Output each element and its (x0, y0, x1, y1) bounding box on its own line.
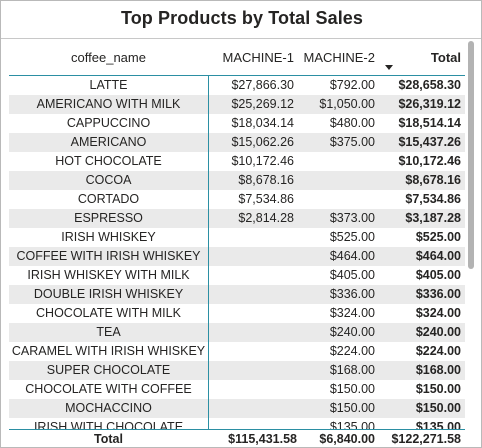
table-header: coffee_name MACHINE-1 MACHINE-2 Total (9, 39, 465, 75)
cell-total: $150.00 (415, 382, 461, 396)
cell-coffee-name: CHOCOLATE WITH COFFEE (25, 382, 192, 396)
cell-total: $240.00 (415, 325, 461, 339)
cell-coffee-name: CARAMEL WITH IRISH WHISKEY (11, 344, 206, 358)
visual-title: Top Products by Total Sales (120, 8, 364, 28)
title-divider (1, 38, 481, 39)
vertical-scrollbar[interactable] (467, 41, 475, 446)
cell-total: $168.00 (415, 363, 461, 377)
totals-row: Total $115,431.58 $6,840.00 $122,271.58 (9, 429, 465, 447)
cell-machine-2: $480.00 (329, 116, 375, 130)
cell-coffee-name: SUPER CHOCOLATE (46, 363, 171, 377)
cell-total: $3,187.28 (405, 211, 461, 225)
cell-total: $26,319.12 (398, 97, 461, 111)
cell-machine-1: $18,034.14 (231, 116, 294, 130)
cell-machine-2: $405.00 (329, 268, 375, 282)
scrollbar-thumb[interactable] (468, 41, 474, 269)
column-header-machine-2[interactable]: MACHINE-2 (303, 50, 375, 65)
cell-total: $525.00 (415, 230, 461, 244)
cell-coffee-name: CORTADO (77, 192, 140, 206)
table-row[interactable]: IRISH WHISKEY WITH MILK $405.00 $405.00 (9, 266, 465, 285)
cell-machine-1: $8,678.16 (238, 173, 294, 187)
cell-coffee-name: AMERICANO WITH MILK (36, 97, 181, 111)
cell-total: $336.00 (415, 287, 461, 301)
cell-machine-2: $168.00 (329, 363, 375, 377)
cell-machine-2: $324.00 (329, 306, 375, 320)
table-row[interactable]: CORTADO $7,534.86 $7,534.86 (9, 190, 465, 209)
cell-machine-2: $224.00 (329, 344, 375, 358)
cell-coffee-name: AMERICANO (70, 135, 147, 149)
cell-machine-1: $15,062.26 (231, 135, 294, 149)
cell-coffee-name: ESPRESSO (74, 211, 143, 225)
cell-machine-2: $792.00 (329, 78, 375, 92)
totals-label: Total (94, 432, 123, 446)
totals-machine-2: $6,840.00 (319, 432, 375, 446)
cell-machine-2: $336.00 (329, 287, 375, 301)
cell-total: $150.00 (415, 401, 461, 415)
cell-coffee-name: DOUBLE IRISH WHISKEY (33, 287, 184, 301)
table-row[interactable]: HOT CHOCOLATE $10,172.46 $10,172.46 (9, 152, 465, 171)
table-row[interactable]: DOUBLE IRISH WHISKEY $336.00 $336.00 (9, 285, 465, 304)
table-row[interactable]: AMERICANO $15,062.26 $375.00 $15,437.26 (9, 133, 465, 152)
cell-machine-2: $375.00 (329, 135, 375, 149)
table-row[interactable]: CHOCOLATE WITH COFFEE $150.00 $150.00 (9, 380, 465, 399)
cell-total: $405.00 (415, 268, 461, 282)
cell-total: $10,172.46 (398, 154, 461, 168)
table-row[interactable]: ESPRESSO $2,814.28 $373.00 $3,187.28 (9, 209, 465, 228)
cell-total: $464.00 (415, 249, 461, 263)
cell-total: $28,658.30 (398, 78, 461, 92)
sales-table: coffee_name MACHINE-1 MACHINE-2 Total LA… (9, 39, 465, 447)
table-row[interactable]: COFFEE WITH IRISH WHISKEY $464.00 $464.00 (9, 247, 465, 266)
cell-total: $324.00 (415, 306, 461, 320)
table-row[interactable]: MOCHACCINO $150.00 $150.00 (9, 399, 465, 418)
cell-coffee-name: COCOA (85, 173, 132, 187)
sort-descending-icon[interactable] (385, 65, 393, 70)
cell-coffee-name: CAPPUCCINO (66, 116, 151, 130)
cell-total: $7,534.86 (405, 192, 461, 206)
cell-machine-2: $464.00 (329, 249, 375, 263)
cell-coffee-name: IRISH WHISKEY WITH MILK (27, 268, 190, 282)
cell-machine-1: $2,814.28 (238, 211, 294, 225)
cell-coffee-name: COFFEE WITH IRISH WHISKEY (16, 249, 201, 263)
column-header-machine-1[interactable]: MACHINE-1 (222, 50, 294, 65)
cell-total: $15,437.26 (398, 135, 461, 149)
cell-total: $224.00 (415, 344, 461, 358)
cell-machine-2: $240.00 (329, 325, 375, 339)
cell-machine-2: $373.00 (329, 211, 375, 225)
table-body: LATTE $27,866.30 $792.00 $28,658.30 AMERICAN… (9, 76, 465, 437)
table-row[interactable]: LATTE $27,866.30 $792.00 $28,658.30 (9, 76, 465, 95)
column-header-total[interactable]: Total (430, 50, 461, 65)
cell-coffee-name: CHOCOLATE WITH MILK (36, 306, 181, 320)
table-row[interactable]: CARAMEL WITH IRISH WHISKEY $224.00 $224.00 (9, 342, 465, 361)
cell-machine-1: $7,534.86 (238, 192, 294, 206)
cell-coffee-name: IRISH WHISKEY (61, 230, 156, 244)
table-row[interactable]: CAPPUCCINO $18,034.14 $480.00 $18,514.14 (9, 114, 465, 133)
totals-machine-1: $115,431.58 (228, 432, 297, 446)
cell-machine-1: $27,866.30 (231, 78, 294, 92)
totals-total: $122,271.58 (391, 432, 461, 446)
cell-machine-2: $1,050.00 (319, 97, 375, 111)
cell-machine-2: $150.00 (329, 382, 375, 396)
table-row[interactable]: IRISH WHISKEY $525.00 $525.00 (9, 228, 465, 247)
cell-machine-1: $10,172.46 (231, 154, 294, 168)
cell-total: $8,678.16 (405, 173, 461, 187)
table-row[interactable]: AMERICANO WITH MILK $25,269.12 $1,050.00 $2… (9, 95, 465, 114)
column-header-coffee-name[interactable]: coffee_name (71, 50, 146, 65)
table-row[interactable]: TEA $240.00 $240.00 (9, 323, 465, 342)
cell-machine-2: $150.00 (329, 401, 375, 415)
row-header-divider (208, 75, 209, 429)
table-row[interactable]: SUPER CHOCOLATE $168.00 $168.00 (9, 361, 465, 380)
cell-coffee-name: TEA (96, 325, 121, 339)
cell-total: $18,514.14 (398, 116, 461, 130)
table-row[interactable]: COCOA $8,678.16 $8,678.16 (9, 171, 465, 190)
cell-machine-1: $25,269.12 (231, 97, 294, 111)
header-divider (9, 75, 465, 76)
cell-coffee-name: LATTE (89, 78, 128, 92)
cell-coffee-name: HOT CHOCOLATE (55, 154, 162, 168)
cell-coffee-name: MOCHACCINO (65, 401, 152, 415)
table-row[interactable]: CHOCOLATE WITH MILK $324.00 $324.00 (9, 304, 465, 323)
cell-machine-2: $525.00 (329, 230, 375, 244)
